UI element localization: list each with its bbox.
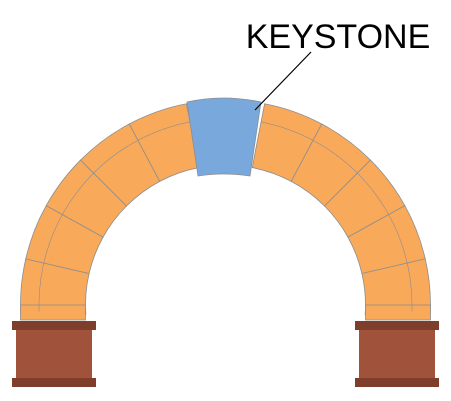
course-line-left <box>38 121 190 312</box>
left-pier <box>12 321 96 387</box>
label-leader-line <box>254 51 312 111</box>
voussoir-left-base <box>20 304 86 321</box>
keystone-block <box>186 97 262 177</box>
left-pier-body <box>16 330 92 378</box>
left-pier-cap <box>12 321 96 330</box>
left-pier-base <box>12 378 96 387</box>
right-pier <box>355 321 439 387</box>
right-pier-cap <box>355 321 439 330</box>
keystone-label: KEYSTONE <box>246 18 431 56</box>
right-pier-body <box>359 330 435 378</box>
arch-course-lines <box>38 121 413 312</box>
course-line-right <box>261 121 413 312</box>
voussoirs <box>20 103 431 321</box>
voussoir-right-base <box>365 304 431 321</box>
right-pier-base <box>355 378 439 387</box>
